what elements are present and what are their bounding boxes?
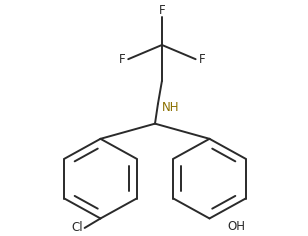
- Text: F: F: [199, 53, 205, 66]
- Text: Cl: Cl: [71, 221, 83, 234]
- Text: F: F: [119, 53, 125, 66]
- Text: OH: OH: [227, 219, 245, 232]
- Text: F: F: [159, 4, 165, 17]
- Text: NH: NH: [162, 101, 180, 114]
